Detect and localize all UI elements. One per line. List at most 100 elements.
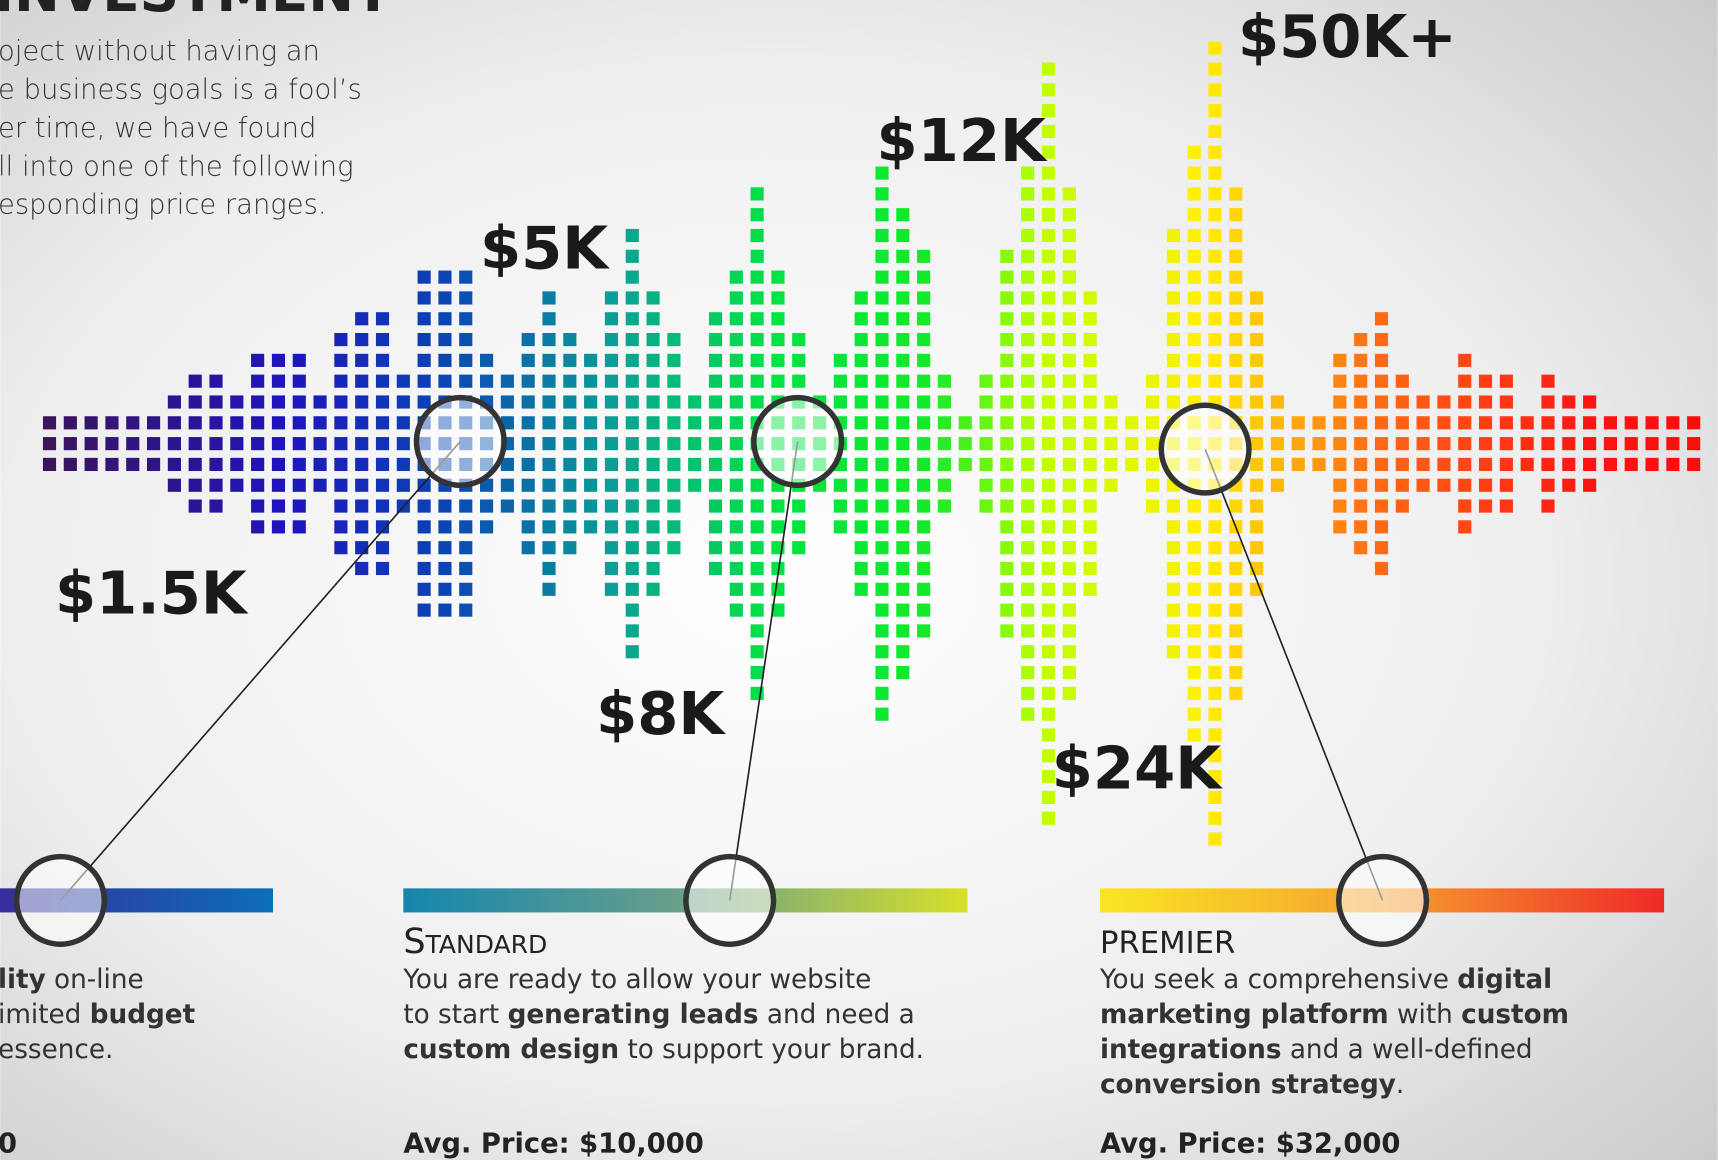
pixel-square [1562, 479, 1575, 492]
pixel-square [1000, 583, 1013, 596]
pixel-square [1271, 437, 1284, 450]
pixel-square [1687, 458, 1700, 471]
pixel-square [1084, 458, 1097, 471]
pixel-square [646, 583, 659, 596]
pixel-square [397, 375, 410, 388]
pixel-square [1084, 562, 1097, 575]
pixel-square [1042, 458, 1055, 471]
pixel-square [1458, 395, 1471, 408]
pixel-square [1541, 499, 1554, 512]
pixel-square [626, 583, 639, 596]
pixel-square [792, 520, 805, 533]
pixel-square [542, 437, 555, 450]
pixel-square [230, 437, 243, 450]
pixel-square [1312, 416, 1325, 429]
pixel-square [1188, 624, 1201, 637]
pixel-square [1541, 416, 1554, 429]
pixel-square [896, 208, 909, 221]
pixel-square [522, 416, 535, 429]
pixel-square [542, 520, 555, 533]
pixel-square [771, 520, 784, 533]
pixel-square [1000, 458, 1013, 471]
pixel-square [1042, 291, 1055, 304]
pixel-square [1167, 291, 1180, 304]
pixel-square [855, 291, 868, 304]
avg-price: Avg. Price: $10,000 [403, 1128, 703, 1159]
pixel-square [230, 416, 243, 429]
pixel-square [126, 416, 139, 429]
pixel-square [730, 458, 743, 471]
pixel-square [896, 479, 909, 492]
pixel-square [875, 687, 888, 700]
pixel-square [979, 437, 992, 450]
pixel-square [875, 271, 888, 284]
pixel-square [1479, 499, 1492, 512]
pixel-square [1063, 499, 1076, 512]
pixel-square [1208, 354, 1221, 367]
pixel-square [1250, 333, 1263, 346]
pixel-square [1042, 208, 1055, 221]
pixel-square [1188, 687, 1201, 700]
magnifier [1339, 857, 1427, 945]
pixel-square [917, 520, 930, 533]
pixel-square [1042, 562, 1055, 575]
pixel-square [875, 395, 888, 408]
pixel-square [1541, 375, 1554, 388]
pixel-square [418, 354, 431, 367]
pixel-square [626, 416, 639, 429]
pixel-square [896, 416, 909, 429]
pixel-square [667, 499, 680, 512]
pixel-square [771, 271, 784, 284]
pixel-square [1437, 395, 1450, 408]
pixel-square [1645, 437, 1658, 450]
pixel-square [376, 541, 389, 554]
pixel-square [230, 479, 243, 492]
pixel-square [1042, 645, 1055, 658]
pixel-square [1188, 271, 1201, 284]
pixel-square [355, 520, 368, 533]
pixel-square [355, 479, 368, 492]
pixel-square [667, 416, 680, 429]
text-run: You are ready to allow your website [402, 965, 871, 995]
pixel-square [1354, 375, 1367, 388]
pixel-square [646, 541, 659, 554]
pixel-square [1417, 437, 1430, 450]
pixel-square [1354, 437, 1367, 450]
pixel-square [792, 375, 805, 388]
pixel-square [709, 395, 722, 408]
pixel-square [251, 354, 264, 367]
pixel-square [1292, 458, 1305, 471]
pixel-square [251, 375, 264, 388]
pixel-square [418, 333, 431, 346]
pixel-square [1541, 395, 1554, 408]
pixel-square [751, 645, 764, 658]
pixel-square [605, 416, 618, 429]
pixel-square [1042, 708, 1055, 721]
pixel-square [875, 333, 888, 346]
pixel-square [355, 312, 368, 325]
tier-description: marketing platform with custom [1100, 1000, 1569, 1030]
pixel-square [771, 375, 784, 388]
pixel-square [979, 416, 992, 429]
pixel-square [917, 624, 930, 637]
pixel-square [1521, 437, 1534, 450]
pixel-square [1063, 354, 1076, 367]
pixel-square [563, 354, 576, 367]
pixel-square [1354, 458, 1367, 471]
pixel-square [438, 354, 451, 367]
pixel-square [542, 333, 555, 346]
pixel-square [1500, 499, 1513, 512]
pixel-square [251, 499, 264, 512]
pixel-square [605, 499, 618, 512]
pixel-square [1000, 416, 1013, 429]
pixel-square [1000, 541, 1013, 554]
pixel-square [605, 395, 618, 408]
text-run: to support your brand. [619, 1035, 924, 1065]
pixel-square [563, 520, 576, 533]
pixel-square [418, 479, 431, 492]
pixel-square [730, 479, 743, 492]
pixel-square [168, 479, 181, 492]
pixel-square [584, 520, 597, 533]
pixel-square [522, 499, 535, 512]
pixel-square [626, 499, 639, 512]
